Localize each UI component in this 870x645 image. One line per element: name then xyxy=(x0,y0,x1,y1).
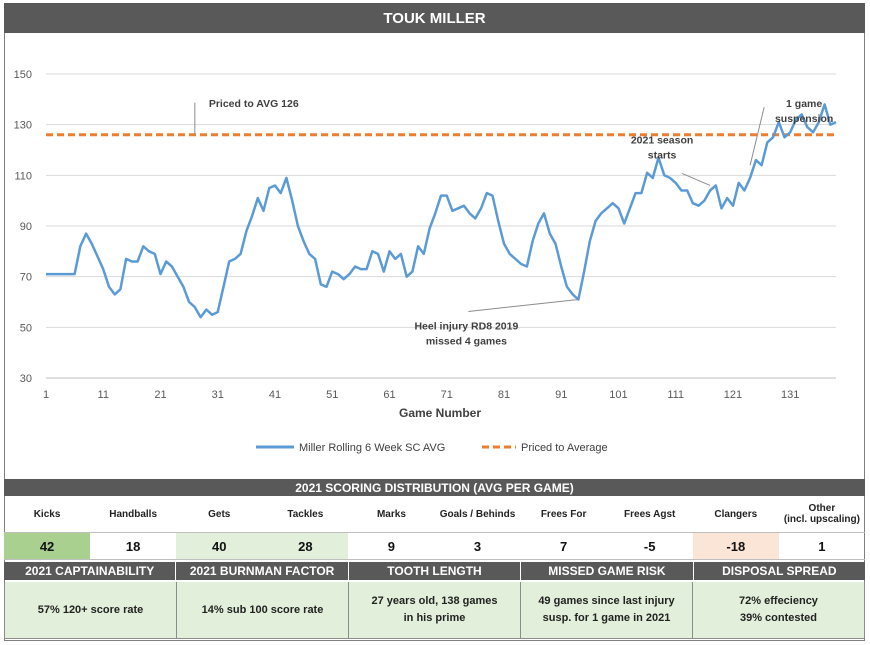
summary-line: 39% contested xyxy=(739,612,818,624)
summary-cells: 57% 120+ score rate 14% sub 100 score ra… xyxy=(4,582,865,639)
annotation-text-susp: 1 game xyxy=(786,98,822,110)
dist-value-other: 1 xyxy=(818,538,826,554)
annotation-text-heel: missed 4 games xyxy=(426,335,507,347)
dist-value-frees-agst: -5 xyxy=(643,538,656,554)
x-tick-label: 81 xyxy=(498,389,510,401)
y-tick-label: 130 xyxy=(14,120,32,132)
x-tick-label: 121 xyxy=(724,389,742,401)
dist-value-handballs: 18 xyxy=(125,538,141,554)
y-tick-label: 70 xyxy=(20,272,32,284)
x-tick-label: 131 xyxy=(781,389,799,401)
y-tick-label: 50 xyxy=(20,322,32,334)
summary-line: susp. for 1 game in 2021 xyxy=(542,612,671,624)
annotation-text-heel: Heel injury RD8 2019 xyxy=(414,320,518,332)
annotation-leader-season xyxy=(681,173,711,186)
annotation-text-season: 2021 season xyxy=(631,134,693,146)
summary-line: 49 games since last injury xyxy=(538,595,675,607)
summary-cell-captainability: 57% 120+ score rate xyxy=(4,582,177,639)
miller-rolling-avg-line xyxy=(46,103,837,319)
summary-headers: 2021 CAPTAINABILITY 2021 BURNMAN FACTOR … xyxy=(4,562,866,580)
dist-value-gets: 40 xyxy=(176,533,263,559)
annotation-text-priced: Priced to AVG 126 xyxy=(209,98,299,110)
distribution-title: 2021 SCORING DISTRIBUTION (AVG PER GAME) xyxy=(4,479,865,496)
summary-head-burnman: 2021 BURNMAN FACTOR xyxy=(176,562,349,580)
summary-line: in his prime xyxy=(403,612,466,624)
summary-cell-tooth-length: 27 years old, 138 games in his prime xyxy=(349,582,521,639)
x-tick-label: 41 xyxy=(269,389,281,401)
summary-cell-disposal-spread: 72% effeciency 39% contested xyxy=(693,582,865,639)
x-tick-label: 61 xyxy=(383,389,395,401)
summary-line: 27 years old, 138 games xyxy=(371,595,498,607)
annotation-text-susp: suspension xyxy=(775,113,833,125)
x-tick-label: 101 xyxy=(609,389,627,401)
y-tick-label: 110 xyxy=(14,170,32,182)
summary-cell-burnman: 14% sub 100 score rate xyxy=(177,582,349,639)
dist-header-goals: Goals / Behinds xyxy=(439,508,516,520)
summary-head-disposal-spread: DISPOSAL SPREAD xyxy=(693,562,866,580)
x-tick-label: 31 xyxy=(212,389,224,401)
x-axis-ticks: 1 11 21 31 41 51 61 71 81 91 101 111 121 131 xyxy=(43,389,799,401)
summary-line: 14% sub 100 score rate xyxy=(201,603,324,616)
dist-header-handballs: Handballs xyxy=(109,508,158,520)
dist-value-clangers: -18 xyxy=(692,533,779,559)
x-tick-label: 1 xyxy=(43,389,49,401)
legend-label-priced: Priced to Average xyxy=(521,442,608,454)
dist-header-marks: Marks xyxy=(376,508,406,520)
x-tick-label: 11 xyxy=(98,389,109,401)
dist-value-frees-for: 7 xyxy=(559,538,568,554)
dist-header-frees-for: Frees For xyxy=(540,508,587,520)
x-tick-label: 91 xyxy=(555,389,567,401)
distribution-headers: Kicks Handballs Gets Tackles Marks Goals… xyxy=(4,497,865,531)
dist-header-other: Other (incl. upscaling) xyxy=(783,503,860,525)
chart-gridlines xyxy=(46,73,836,328)
x-tick-label: 51 xyxy=(326,389,338,401)
y-tick-label: 30 xyxy=(20,373,32,385)
annotation-leader-susp xyxy=(749,107,765,166)
y-axis-ticks: 30 50 70 90 110 130 150 xyxy=(14,69,32,385)
summary-cell-missed-game-risk: 49 games since last injury susp. for 1 g… xyxy=(521,582,693,639)
dist-header-frees-agst: Frees Agst xyxy=(624,508,676,520)
summary-line: 72% effeciency xyxy=(739,595,818,607)
page-title: TOUK MILLER xyxy=(4,3,865,33)
dist-header-gets: Gets xyxy=(208,508,231,520)
annotation-leader-heel xyxy=(468,298,579,312)
dist-header-clangers: Clangers xyxy=(714,508,758,520)
dist-header-tackles: Tackles xyxy=(287,508,324,520)
summary-head-captainability: 2021 CAPTAINABILITY xyxy=(4,562,177,580)
annotation-text-season: starts xyxy=(648,149,677,161)
y-tick-label: 150 xyxy=(14,69,32,81)
summary-head-missed-game-risk: MISSED GAME RISK xyxy=(521,562,694,580)
dist-value-tackles: 28 xyxy=(262,533,349,559)
x-axis-label: Game Number xyxy=(399,406,481,420)
summary-head-tooth-length: TOOTH LENGTH xyxy=(348,562,522,580)
dist-value-kicks: 42 xyxy=(4,533,91,559)
dist-value-goals: 3 xyxy=(473,538,482,554)
x-tick-label: 111 xyxy=(667,389,684,401)
legend: Miller Rolling 6 Week SC AVG Priced to A… xyxy=(256,442,608,454)
dist-value-marks: 9 xyxy=(387,538,396,554)
legend-label-miller: Miller Rolling 6 Week SC AVG xyxy=(299,442,445,454)
dist-header-kicks: Kicks xyxy=(33,508,61,520)
x-tick-label: 71 xyxy=(441,389,453,401)
chart-annotations: Priced to AVG 126 Heel injury RD8 2019 mis… xyxy=(194,98,833,347)
summary-line: 57% 120+ score rate xyxy=(37,603,144,616)
y-tick-label: 90 xyxy=(20,221,32,233)
x-tick-label: 21 xyxy=(154,389,166,401)
distribution-values: 42 18 40 28 9 3 7 -5 -18 1 xyxy=(4,532,865,560)
